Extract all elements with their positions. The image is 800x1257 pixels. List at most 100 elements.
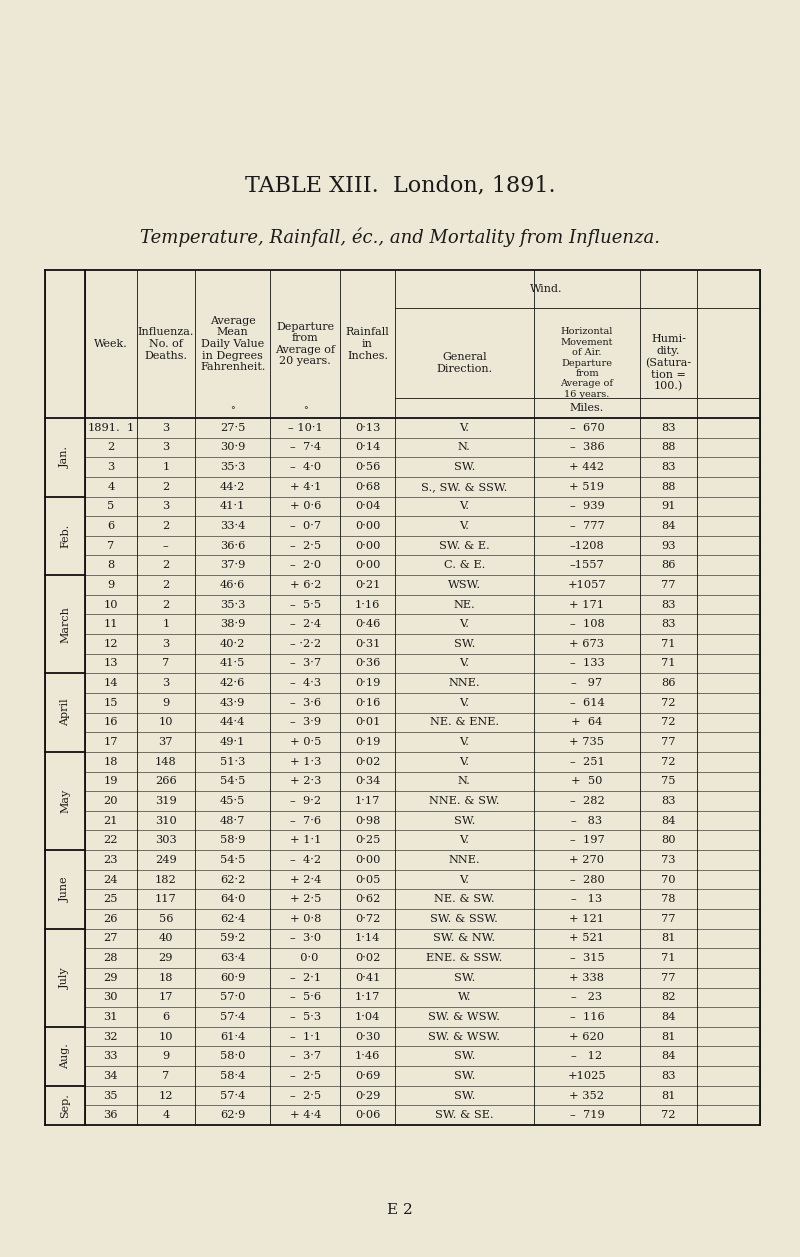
- Text: –  3·6: – 3·6: [290, 698, 321, 708]
- Text: SW. & E.: SW. & E.: [439, 541, 490, 551]
- Text: + 338: + 338: [570, 973, 605, 983]
- Text: 4: 4: [107, 481, 114, 491]
- Text: 83: 83: [662, 422, 676, 432]
- Text: – 10·1: – 10·1: [288, 422, 322, 432]
- Text: May: May: [60, 789, 70, 813]
- Text: 0·01: 0·01: [354, 718, 380, 728]
- Text: + 352: + 352: [570, 1091, 605, 1101]
- Text: 13: 13: [103, 659, 118, 669]
- Text: 182: 182: [155, 875, 177, 885]
- Text: 6: 6: [107, 520, 114, 530]
- Text: 56: 56: [158, 914, 173, 924]
- Text: 25: 25: [103, 894, 118, 904]
- Text: 2: 2: [162, 520, 170, 530]
- Text: –   13: – 13: [571, 894, 602, 904]
- Text: 40: 40: [158, 934, 173, 944]
- Text: 61·4: 61·4: [220, 1032, 246, 1042]
- Text: July: July: [60, 967, 70, 988]
- Text: 38·9: 38·9: [220, 620, 246, 630]
- Text: –  2·5: – 2·5: [290, 1091, 321, 1101]
- Text: 9: 9: [162, 1051, 170, 1061]
- Text: 43·9: 43·9: [220, 698, 246, 708]
- Text: 0·31: 0·31: [354, 639, 380, 649]
- Text: 16: 16: [103, 718, 118, 728]
- Text: –  4·2: – 4·2: [290, 855, 321, 865]
- Text: 7: 7: [162, 659, 170, 669]
- Text: Average
Mean
Daily Value
in Degrees
Fahrenheit.: Average Mean Daily Value in Degrees Fahr…: [200, 316, 266, 372]
- Text: 1891.: 1891.: [88, 422, 121, 432]
- Text: 32: 32: [103, 1032, 118, 1042]
- Text: + 0·5: + 0·5: [290, 737, 321, 747]
- Text: 0·05: 0·05: [354, 875, 380, 885]
- Text: 266: 266: [155, 777, 177, 787]
- Text: + 1·3: + 1·3: [290, 757, 321, 767]
- Text: 36: 36: [103, 1110, 118, 1120]
- Text: 58·4: 58·4: [220, 1071, 246, 1081]
- Text: –  386: – 386: [570, 442, 604, 453]
- Text: + 521: + 521: [570, 934, 605, 944]
- Text: SW. & NW.: SW. & NW.: [434, 934, 495, 944]
- Text: June: June: [60, 876, 70, 903]
- Text: –  280: – 280: [570, 875, 604, 885]
- Text: 57·0: 57·0: [220, 992, 246, 1002]
- Text: –  9·2: – 9·2: [290, 796, 321, 806]
- Text: 12: 12: [158, 1091, 173, 1101]
- Text: 1·46: 1·46: [354, 1051, 380, 1061]
- Text: 34: 34: [103, 1071, 118, 1081]
- Text: 23: 23: [103, 855, 118, 865]
- Text: 1: 1: [162, 463, 170, 473]
- Text: 2: 2: [107, 442, 114, 453]
- Text: + 2·4: + 2·4: [290, 875, 321, 885]
- Text: 72: 72: [662, 718, 676, 728]
- Text: –  3·9: – 3·9: [290, 718, 321, 728]
- Text: 1·16: 1·16: [354, 600, 380, 610]
- Text: 0·62: 0·62: [354, 894, 380, 904]
- Text: + 673: + 673: [570, 639, 605, 649]
- Text: Feb.: Feb.: [60, 524, 70, 548]
- Text: 0·56: 0·56: [354, 463, 380, 473]
- Text: C. & E.: C. & E.: [444, 561, 485, 571]
- Text: General
Direction.: General Direction.: [436, 352, 493, 373]
- Text: + 171: + 171: [570, 600, 605, 610]
- Text: + 121: + 121: [570, 914, 605, 924]
- Text: –  4·3: – 4·3: [290, 678, 321, 688]
- Text: 2: 2: [162, 561, 170, 571]
- Text: Influenza.
No. of
Deaths.: Influenza. No. of Deaths.: [138, 327, 194, 361]
- Text: 22: 22: [103, 835, 118, 845]
- Text: SW.: SW.: [454, 463, 475, 473]
- Text: 31: 31: [103, 1012, 118, 1022]
- Text: –1557: –1557: [570, 561, 604, 571]
- Text: 1: 1: [162, 620, 170, 630]
- Text: 1·17: 1·17: [354, 992, 380, 1002]
- Text: 37: 37: [158, 737, 173, 747]
- Text: 35: 35: [103, 1091, 118, 1101]
- Text: NNE.: NNE.: [449, 855, 480, 865]
- Text: E 2: E 2: [387, 1203, 413, 1217]
- Text: Week.: Week.: [94, 339, 128, 349]
- Text: 82: 82: [662, 992, 676, 1002]
- Text: 83: 83: [662, 620, 676, 630]
- Text: 71: 71: [662, 659, 676, 669]
- Text: 71: 71: [662, 953, 676, 963]
- Text: 21: 21: [103, 816, 118, 826]
- Text: NNE.: NNE.: [449, 678, 480, 688]
- Text: 44·4: 44·4: [220, 718, 246, 728]
- Text: 249: 249: [155, 855, 177, 865]
- Text: 48·7: 48·7: [220, 816, 246, 826]
- Text: 81: 81: [662, 934, 676, 944]
- Text: V.: V.: [459, 422, 470, 432]
- Text: 77: 77: [662, 973, 676, 983]
- Text: Wind.: Wind.: [530, 284, 562, 294]
- Text: V.: V.: [459, 620, 470, 630]
- Text: –  1·1: – 1·1: [290, 1032, 321, 1042]
- Text: 12: 12: [103, 639, 118, 649]
- Text: –  939: – 939: [570, 502, 604, 512]
- Text: 26: 26: [103, 914, 118, 924]
- Text: –  2·5: – 2·5: [290, 541, 321, 551]
- Text: 83: 83: [662, 600, 676, 610]
- Text: 77: 77: [662, 579, 676, 590]
- Text: –  719: – 719: [570, 1110, 604, 1120]
- Text: 0·02: 0·02: [354, 757, 380, 767]
- Text: + 519: + 519: [570, 481, 605, 491]
- Text: 86: 86: [662, 678, 676, 688]
